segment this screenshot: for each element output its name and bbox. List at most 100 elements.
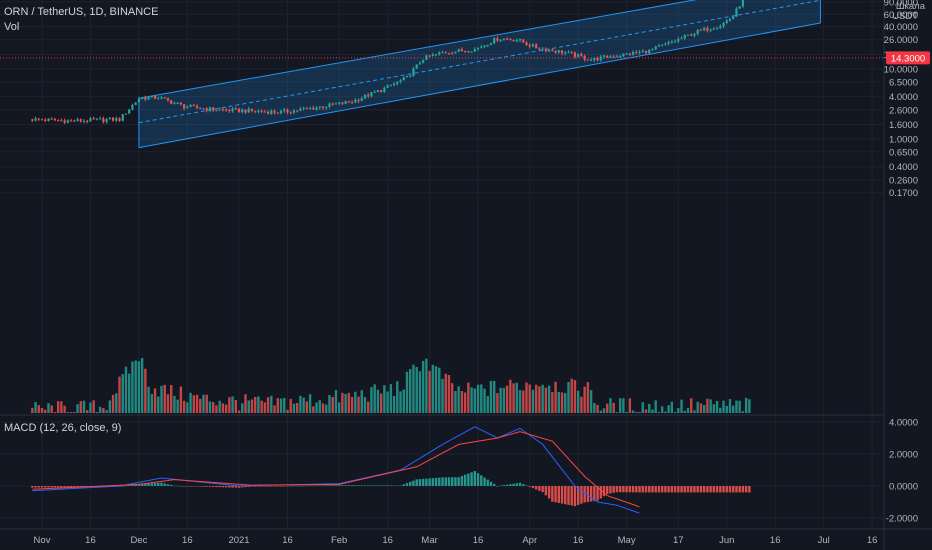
volume-bar [195, 394, 199, 413]
time-tick-label: Jun [719, 535, 734, 546]
volume-bar [286, 409, 289, 413]
volume-bar [283, 397, 286, 413]
volume-bar [224, 404, 228, 413]
volume-bar [405, 371, 409, 413]
volume-bar [599, 410, 602, 413]
candle-body [176, 102, 179, 104]
candle-body [354, 99, 357, 103]
symbol-title[interactable]: ORN / TetherUS, 1D, BINANCE [4, 6, 158, 18]
volume-bar [593, 402, 596, 413]
candle-body [583, 56, 586, 60]
macd-histogram-bar [202, 486, 205, 487]
candle-body [292, 110, 296, 113]
time-tick-label: 16 [770, 535, 781, 546]
volume-bar [586, 382, 590, 413]
macd-histogram-bar [467, 473, 470, 486]
macd-histogram-bar [515, 483, 519, 486]
candle-body [389, 85, 392, 87]
candle-body [712, 28, 715, 30]
macd-histogram-bar [337, 485, 341, 486]
macd-histogram-bar [589, 486, 593, 502]
macd-histogram-bar [441, 477, 444, 486]
volume-label[interactable]: Vol [4, 21, 19, 33]
macd-histogram-bar [686, 486, 690, 493]
candle-body [554, 50, 557, 53]
candle-body [396, 81, 399, 84]
macd-histogram-bar [205, 486, 208, 487]
volume-bar [457, 386, 460, 413]
macd-histogram-bar [347, 485, 351, 486]
volume-bar [312, 406, 315, 413]
volume-bar [40, 407, 44, 413]
macd-histogram-bar [428, 478, 431, 486]
macd-histogram-bar [722, 486, 725, 493]
candle-body [728, 18, 732, 21]
volume-bar [60, 401, 63, 413]
macd-histogram-bar [150, 483, 154, 486]
candle-body [234, 108, 237, 110]
macd-histogram [31, 471, 751, 507]
volume-bar [344, 393, 347, 413]
volume-bar [176, 399, 179, 413]
candle-body [741, 0, 745, 7]
volume-bar [247, 400, 250, 413]
candle-body [263, 111, 266, 113]
candle-body [535, 44, 538, 49]
volume-bar [50, 405, 53, 413]
macd-histogram-bar [295, 485, 299, 487]
macd-histogram-bar [360, 485, 363, 486]
volume-bar [299, 395, 302, 413]
volume-bar [470, 387, 473, 413]
channel-middle-line [138, 0, 821, 124]
candle-body [544, 48, 547, 52]
volume-bar [241, 403, 244, 413]
time-tick-label: May [618, 535, 636, 546]
candle-body [141, 97, 144, 99]
candle-body [706, 27, 709, 31]
macd-histogram-bar [551, 486, 554, 502]
candle-body [208, 107, 212, 111]
macd-histogram-bar [693, 486, 696, 493]
macd-histogram-bar [573, 486, 577, 507]
macd-histogram-bar [534, 486, 538, 490]
macd-histogram-bar [531, 486, 535, 489]
volume-bar [473, 388, 477, 413]
macd-tick-label: 4.0000 [889, 418, 918, 429]
candle-body [225, 109, 228, 111]
volume-bar [480, 384, 483, 413]
parallel-channel[interactable] [138, 0, 821, 149]
candle-body [612, 56, 615, 58]
volume-bar [357, 396, 360, 413]
volume-bar [625, 412, 628, 413]
macd-histogram-bar [163, 483, 166, 486]
volume-bar [744, 397, 748, 413]
macd-histogram-bar [434, 477, 438, 486]
macd-histogram-bar [199, 486, 202, 487]
time-axis[interactable]: Nov 16 Dec 16 2021 16 Feb 16 Mar 16 Apr 16 May 17 Jun 1… [34, 535, 878, 546]
volume-bar [518, 390, 522, 413]
volume-bar [609, 398, 612, 413]
volume-bar [648, 404, 651, 413]
candle-body [670, 41, 673, 43]
macd-histogram-bar [644, 486, 648, 493]
candle-body [567, 51, 570, 53]
volume-bar [379, 393, 383, 413]
macd-histogram-bar [134, 484, 137, 486]
volume-bar [89, 402, 92, 413]
candle-body [619, 56, 622, 58]
macd-histogram-bar [302, 485, 305, 487]
volume-bar [596, 404, 599, 413]
macd-histogram-bar [273, 486, 276, 487]
macd-histogram-bar [715, 486, 719, 493]
macd-histogram-bar [173, 485, 176, 487]
macd-histogram-bar [31, 486, 34, 488]
candle-body [296, 110, 299, 112]
macd-label[interactable]: MACD (12, 26, close, 9) [4, 422, 121, 434]
candle-body [615, 56, 619, 58]
volume-bar [331, 397, 334, 413]
macd-histogram-bar [192, 486, 196, 487]
candle-body [548, 49, 551, 52]
candle-body [299, 108, 302, 111]
macd-axis[interactable]: 4.0000 2.0000 0.0000 -2.0000 [886, 418, 918, 525]
